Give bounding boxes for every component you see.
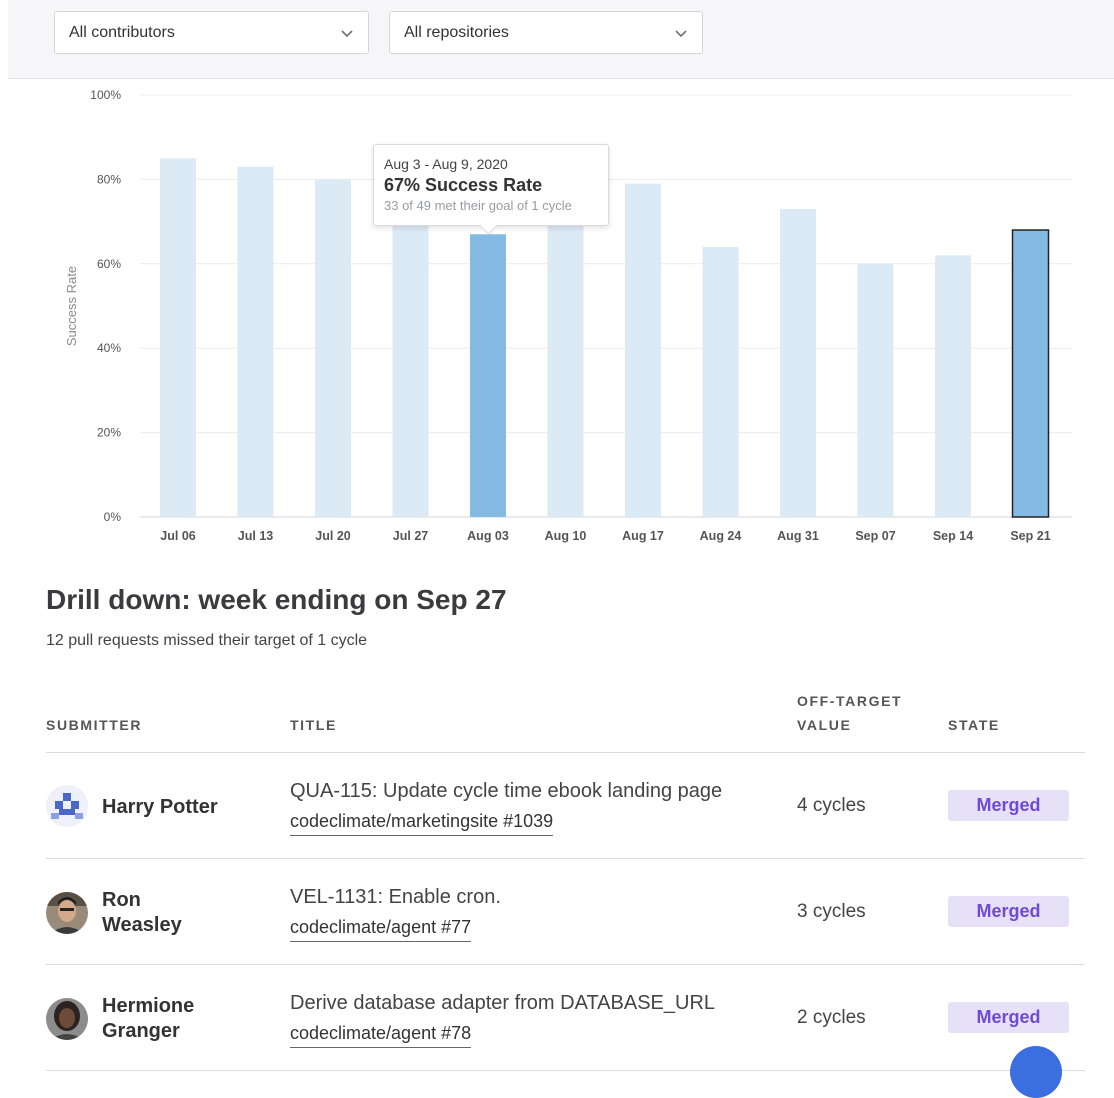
bar	[237, 166, 274, 517]
avatar	[46, 998, 88, 1040]
table-row[interactable]: Harry Potter QUA-115: Update cycle time …	[46, 753, 1085, 859]
table-header-divider	[46, 752, 1085, 753]
submitter-name-line1: Harry Potter	[102, 796, 218, 818]
chart-tooltip: Aug 3 - Aug 9, 2020 67% Success Rate 33 …	[373, 144, 609, 235]
status-badge: Merged	[948, 790, 1069, 821]
submitter-name: Hermione Granger	[102, 994, 194, 1044]
filter-bar: All contributors All repositories	[8, 0, 1114, 79]
column-header-off-target-line2: VALUE	[797, 717, 852, 733]
column-header-submitter[interactable]: SUBMITTER	[46, 717, 143, 733]
x-tick-label: Sep 14	[933, 529, 973, 543]
pr-title: Derive database adapter from DATABASE_UR…	[290, 992, 716, 1014]
y-tick-label: 80%	[97, 172, 121, 186]
bar	[547, 221, 584, 517]
y-tick-label: 40%	[97, 341, 121, 355]
bar	[702, 246, 739, 518]
column-header-off-target[interactable]: OFF-TARGET VALUE	[797, 689, 902, 737]
bar	[470, 234, 506, 517]
pr-link[interactable]: codeclimate/agent #77	[290, 916, 472, 942]
drilldown-subtitle: 12 pull requests missed their target of …	[46, 632, 368, 649]
pr-link[interactable]: codeclimate/agent #78	[290, 1022, 472, 1048]
x-tick-label: Sep 07	[855, 529, 895, 543]
tooltip-detail: 33 of 49 met their goal of 1 cycle	[384, 198, 572, 213]
bar	[625, 183, 661, 517]
bar	[780, 208, 816, 517]
x-tick-label: Aug 10	[545, 529, 587, 543]
x-tick-label: Jul 06	[160, 529, 195, 543]
y-tick-label: 60%	[97, 257, 121, 271]
x-tick-label: Jul 20	[315, 529, 350, 543]
chevron-down-icon	[675, 29, 687, 37]
off-target-value: 3 cycles	[797, 901, 866, 922]
status-badge: Merged	[948, 1002, 1069, 1033]
submitter-name-line1: Ron	[102, 889, 141, 911]
x-tick-label: Sep 21	[1010, 529, 1050, 543]
success-rate-chart: 0% 20% 40% 60% 80% 100% Success Rate Jul 06 Jul …	[64, 88, 1072, 543]
avatar	[46, 892, 88, 934]
x-tick-label: Aug 31	[777, 529, 819, 543]
column-header-off-target-line1: OFF-TARGET	[797, 693, 903, 709]
bar	[160, 158, 196, 518]
chevron-down-icon	[341, 29, 353, 37]
table-row[interactable]: Hermione Granger Derive database adapter…	[46, 965, 1085, 1071]
identicon-icon	[46, 785, 88, 827]
x-tick-label: Jul 27	[393, 529, 428, 543]
bar	[857, 263, 894, 517]
table-row[interactable]: Ron Weasley VEL-1131: Enable cron. codec…	[46, 859, 1085, 965]
repositories-select[interactable]: All repositories	[389, 11, 703, 54]
submitter-name: Harry Potter	[102, 795, 218, 820]
x-tick-label: Aug 24	[700, 529, 742, 543]
avatar	[46, 785, 88, 827]
y-tick-label: 0%	[104, 510, 122, 524]
y-tick-label: 100%	[90, 88, 121, 102]
x-tick-label: Aug 17	[622, 529, 664, 543]
contributors-select[interactable]: All contributors	[54, 11, 369, 54]
y-axis-label: Success Rate	[64, 266, 79, 346]
off-target-value: 4 cycles	[797, 795, 866, 816]
column-header-title[interactable]: TITLE	[290, 717, 337, 733]
bar	[392, 221, 429, 517]
tooltip-success-rate: 67% Success Rate	[384, 175, 543, 195]
submitter-name-line1: Hermione	[102, 995, 195, 1017]
off-target-value: 2 cycles	[797, 1007, 866, 1028]
column-header-state[interactable]: STATE	[948, 717, 1000, 733]
bar	[1011, 229, 1050, 518]
contributors-select-label: All contributors	[69, 23, 175, 41]
bar	[935, 255, 971, 518]
submitter-name-line2: Weasley	[102, 914, 182, 936]
user-photo-icon	[46, 998, 88, 1040]
bar	[315, 179, 351, 517]
x-tick-label: Jul 13	[238, 529, 273, 543]
pr-title: QUA-115: Update cycle time ebook landing…	[290, 780, 723, 802]
user-photo-icon	[46, 892, 88, 934]
drilldown-title: Drill down: week ending on Sep 27	[46, 584, 507, 615]
status-badge: Merged	[948, 896, 1069, 927]
pr-title: VEL-1131: Enable cron.	[290, 886, 501, 908]
x-tick-label: Aug 03	[467, 529, 509, 543]
submitter-name: Ron Weasley	[102, 888, 182, 938]
pr-link[interactable]: codeclimate/marketingsite #1039	[290, 810, 554, 836]
y-tick-label: 20%	[97, 426, 121, 440]
tooltip-date-range: Aug 3 - Aug 9, 2020	[384, 156, 508, 172]
repositories-select-label: All repositories	[404, 23, 509, 41]
submitter-name-line2: Granger	[102, 1020, 180, 1042]
